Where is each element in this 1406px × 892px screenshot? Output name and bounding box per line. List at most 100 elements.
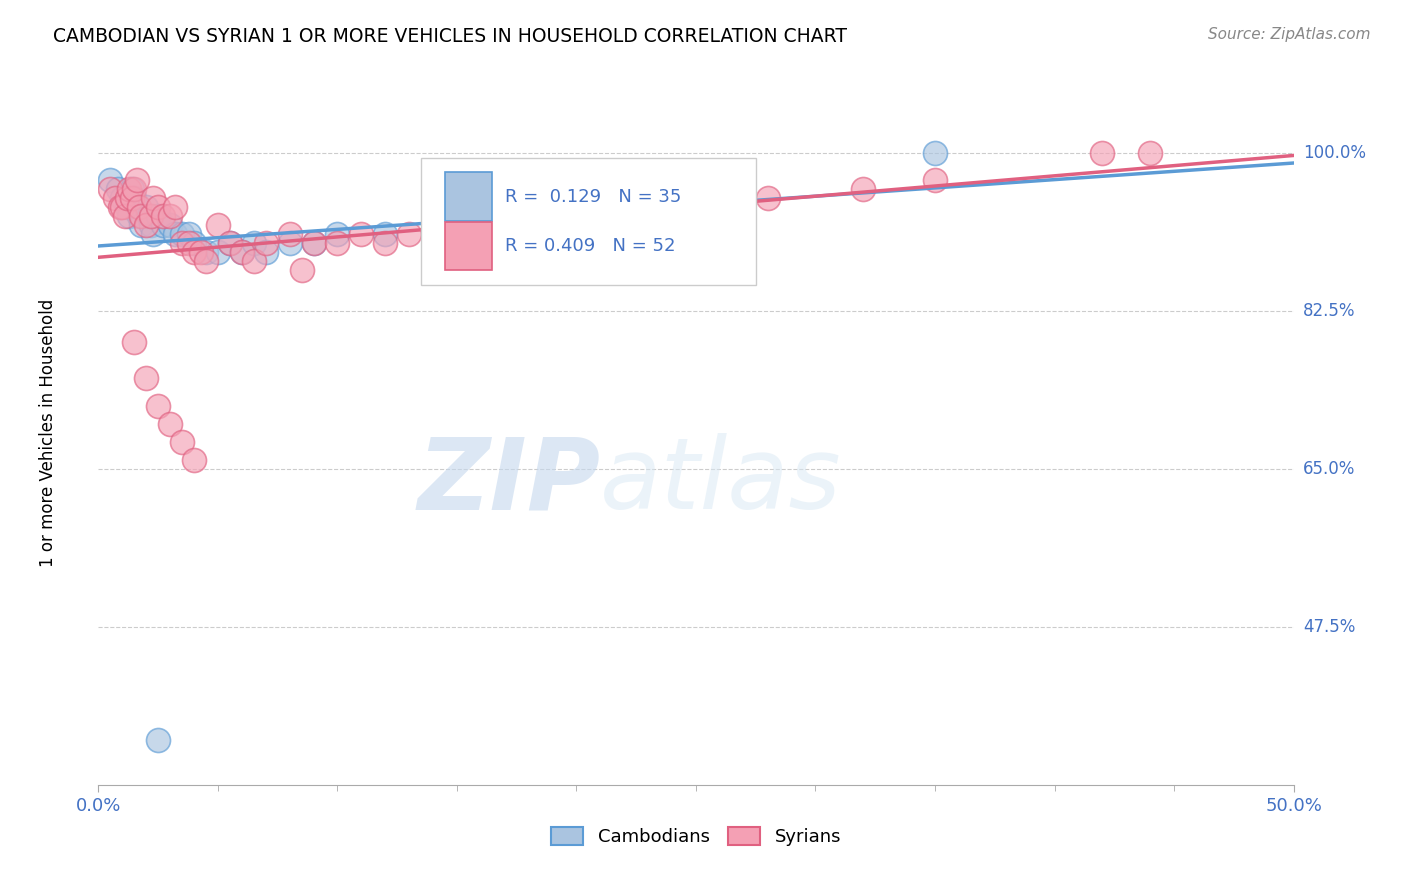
Point <box>138 209 160 223</box>
Point <box>115 200 138 214</box>
Point <box>183 244 205 259</box>
Text: atlas: atlas <box>600 434 842 531</box>
Point <box>135 371 157 385</box>
Point <box>142 191 165 205</box>
Point <box>159 209 181 223</box>
Point <box>148 732 170 747</box>
Point <box>118 209 141 223</box>
Point <box>172 227 194 241</box>
Point <box>108 200 131 214</box>
Point <box>163 227 186 241</box>
Point <box>179 235 201 250</box>
Point <box>231 244 253 259</box>
Point <box>148 200 170 214</box>
Point <box>326 235 349 250</box>
Point <box>148 209 170 223</box>
Point <box>111 191 134 205</box>
Point <box>374 227 396 241</box>
Text: Source: ZipAtlas.com: Source: ZipAtlas.com <box>1208 27 1371 42</box>
Point <box>219 235 242 250</box>
Legend: Cambodians, Syrians: Cambodians, Syrians <box>544 820 848 854</box>
Text: R = 0.409   N = 52: R = 0.409 N = 52 <box>505 237 675 255</box>
Point <box>207 244 229 259</box>
Point <box>118 182 141 196</box>
Point <box>124 182 146 196</box>
Point <box>446 218 468 232</box>
Point <box>152 218 174 232</box>
Point <box>243 254 266 268</box>
Point <box>254 235 277 250</box>
Point <box>172 235 194 250</box>
Point <box>142 227 165 241</box>
Point <box>291 263 314 277</box>
Point <box>139 209 162 223</box>
Point <box>121 182 143 196</box>
Text: 82.5%: 82.5% <box>1303 301 1355 319</box>
Point <box>565 209 588 223</box>
Point <box>278 235 301 250</box>
Point <box>190 244 212 259</box>
Point <box>685 200 707 214</box>
Point <box>278 227 301 241</box>
Text: 100.0%: 100.0% <box>1303 144 1367 161</box>
Text: 47.5%: 47.5% <box>1303 618 1355 636</box>
Text: 1 or more Vehicles in Household: 1 or more Vehicles in Household <box>39 299 58 566</box>
Point <box>124 335 146 350</box>
Point <box>121 191 143 205</box>
Point <box>152 209 174 223</box>
Point <box>219 235 242 250</box>
Point <box>326 227 349 241</box>
Point <box>231 244 253 259</box>
Point <box>131 209 153 223</box>
Point <box>104 191 127 205</box>
Point <box>111 200 134 214</box>
Point <box>1091 145 1114 160</box>
Text: R =  0.129   N = 35: R = 0.129 N = 35 <box>505 187 681 205</box>
Point <box>195 254 218 268</box>
Point <box>183 452 205 467</box>
Point <box>398 227 420 241</box>
Point <box>125 200 148 214</box>
FancyBboxPatch shape <box>446 172 492 221</box>
Point <box>446 218 468 232</box>
Point <box>159 417 181 431</box>
Point <box>1139 145 1161 160</box>
Point <box>114 209 136 223</box>
Point <box>163 200 186 214</box>
Point <box>374 235 396 250</box>
Point <box>924 145 946 160</box>
Point <box>98 172 122 186</box>
Point <box>195 244 218 259</box>
Point <box>613 209 636 223</box>
Point <box>756 191 779 205</box>
Point <box>302 235 325 250</box>
Point <box>179 227 201 241</box>
Point <box>128 200 150 214</box>
Point <box>183 235 205 250</box>
Point <box>207 218 229 232</box>
Point <box>124 191 146 205</box>
Text: ZIP: ZIP <box>418 434 600 531</box>
Point <box>350 227 373 241</box>
Text: 65.0%: 65.0% <box>1303 459 1355 478</box>
Point <box>565 209 588 223</box>
Point <box>125 172 148 186</box>
Point <box>852 182 875 196</box>
Point <box>107 182 129 196</box>
Point <box>517 218 540 232</box>
Point <box>159 218 181 232</box>
Point <box>135 200 157 214</box>
Point <box>128 209 150 223</box>
Point <box>131 218 153 232</box>
Text: CAMBODIAN VS SYRIAN 1 OR MORE VEHICLES IN HOUSEHOLD CORRELATION CHART: CAMBODIAN VS SYRIAN 1 OR MORE VEHICLES I… <box>53 27 848 45</box>
Point <box>135 218 157 232</box>
Point <box>139 218 162 232</box>
Point <box>148 399 170 413</box>
Point <box>172 434 194 449</box>
Point <box>115 191 138 205</box>
Point <box>254 244 277 259</box>
Point <box>924 172 946 186</box>
FancyBboxPatch shape <box>446 221 492 270</box>
Point <box>302 235 325 250</box>
FancyBboxPatch shape <box>422 158 756 285</box>
